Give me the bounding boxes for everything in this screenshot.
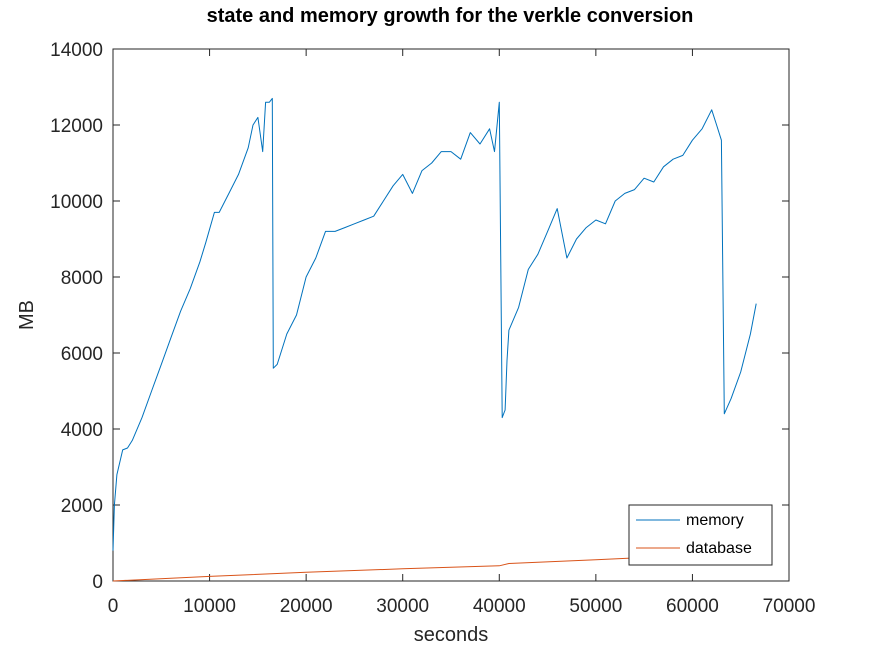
y-axis-label: MB	[16, 300, 38, 330]
x-tick-label: 50000	[569, 596, 622, 617]
plot-area	[112, 48, 790, 582]
y-tick-label: 0	[92, 572, 103, 593]
legend-box	[628, 504, 773, 566]
x-tick-label: 0	[108, 596, 119, 617]
y-tick-label: 2000	[61, 496, 103, 517]
legend-label-database: database	[686, 540, 752, 557]
y-tick-label: 14000	[50, 40, 103, 61]
x-tick-label: 20000	[280, 596, 333, 617]
y-tick-label: 12000	[50, 116, 103, 137]
chart-title: state and memory growth for the verkle c…	[207, 5, 694, 27]
axis-ticks: 0 10000 20000 30000 40000 50000 60000 70000 0 200…	[50, 40, 815, 617]
legend: memory database	[628, 504, 773, 566]
y-tick-label: 8000	[61, 268, 103, 289]
x-tick-label: 60000	[666, 596, 719, 617]
series-line-memory	[112, 97, 757, 551]
y-tick-label: 4000	[61, 420, 103, 441]
y-tick-label: 10000	[50, 192, 103, 213]
x-tick-label: 10000	[183, 596, 236, 617]
x-tick-label: 70000	[763, 596, 816, 617]
legend-label-memory: memory	[686, 512, 744, 529]
y-tick-label: 6000	[61, 344, 103, 365]
x-axis-label: seconds	[414, 624, 489, 646]
x-tick-label: 40000	[473, 596, 526, 617]
x-tick-label: 30000	[376, 596, 429, 617]
